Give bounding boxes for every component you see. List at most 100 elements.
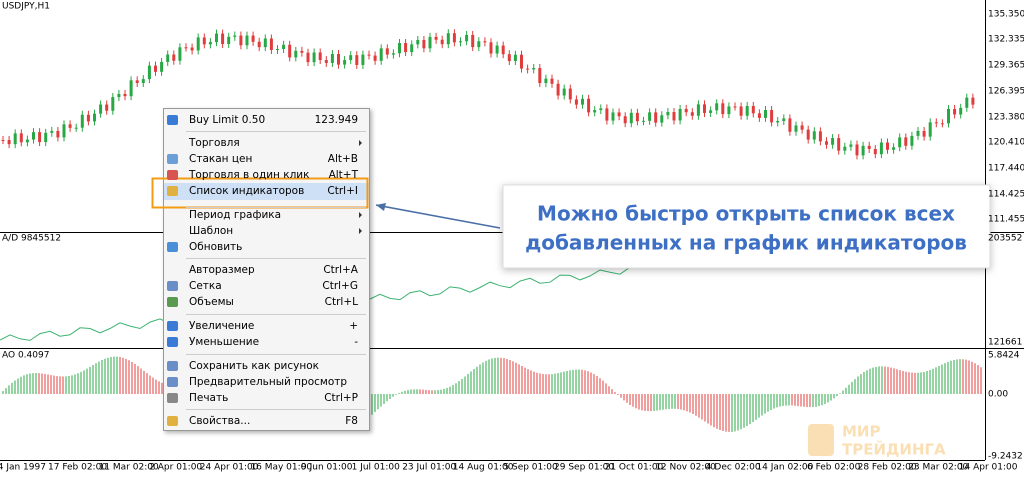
time-label: 24 Apr 01:00 [200, 463, 259, 473]
candle-body [300, 50, 304, 53]
candle-body [587, 98, 591, 113]
price-label: 121661 [988, 338, 1022, 348]
candle-body [312, 52, 316, 63]
candle-body [605, 108, 609, 121]
menu-item[interactable]: Печать Ctrl+P [167, 392, 358, 404]
menu-item[interactable]: Увеличение + [167, 320, 358, 332]
candle-body [892, 147, 896, 150]
callout-arrow [375, 204, 501, 229]
time-label: 14 Apr 01:00 [959, 463, 1018, 473]
candle-body [19, 133, 23, 143]
candle-body [574, 99, 578, 105]
menu-item[interactable]: Торговля [188, 137, 362, 149]
time-label: 12 Nov 02:00 [655, 463, 716, 473]
candle-body [581, 98, 584, 105]
menu-item[interactable]: Период графика [189, 209, 362, 221]
candle-body [385, 48, 389, 55]
candle-body [288, 44, 292, 58]
candle-body [642, 120, 645, 122]
candle-body [367, 54, 371, 56]
candle-body [501, 45, 505, 55]
candle-body [129, 80, 133, 97]
menu-icon [167, 393, 178, 403]
candle-body [971, 97, 975, 105]
candle-body [825, 141, 828, 145]
candle-body [544, 78, 548, 84]
candle-body [812, 131, 816, 140]
candle-body [770, 110, 774, 123]
candle-body [556, 83, 560, 96]
price-label: 5.8424 [988, 351, 1020, 361]
menu-item[interactable]: Свойства... F8 [167, 415, 358, 427]
candle-body [62, 124, 66, 138]
candle-body [123, 93, 127, 97]
menu-item[interactable]: Шаблон [189, 225, 362, 237]
menu-item[interactable]: Сетка Ctrl+G [167, 280, 358, 292]
candle-body [190, 47, 194, 51]
time-label: 17 Feb 02:00 [48, 463, 107, 473]
candle-body [349, 55, 353, 61]
candle-body [343, 60, 347, 65]
price-label: 123.380 [988, 113, 1024, 123]
candle-body [434, 36, 438, 40]
menu-item[interactable]: Обновить [167, 241, 242, 253]
candle-body [324, 60, 328, 63]
candle-body [550, 78, 554, 84]
candle-body [940, 123, 944, 125]
time-label: 1 Jul 01:00 [352, 463, 401, 473]
menu-shortcut: Ctrl+P [324, 392, 358, 404]
candle-body [727, 106, 731, 115]
menu-item[interactable]: Уменьшение - [167, 336, 358, 348]
candle-body [56, 130, 60, 138]
candle-body [495, 45, 499, 54]
candle-body [526, 68, 530, 70]
callout-box [502, 184, 991, 269]
candle-body [452, 33, 456, 43]
candle-body [721, 103, 725, 115]
menu-item[interactable]: Buy Limit 0.50 123.949 [167, 114, 358, 126]
menu-shortcut: Alt+T [329, 169, 359, 181]
menu-item[interactable]: Сохранить как рисунок [167, 360, 319, 372]
time-label: 5 Sep 01:00 [503, 463, 558, 473]
price-label: 129.365 [988, 61, 1024, 71]
menu-icon [167, 337, 178, 347]
candle-body [446, 33, 450, 45]
candle-body [678, 108, 682, 121]
arrow-head [376, 203, 386, 211]
menu-label: Период графика [189, 209, 281, 221]
candle-body [404, 43, 408, 53]
menu-item[interactable]: Торговля в один клик Alt+T [167, 169, 359, 181]
candle-body [898, 137, 902, 148]
candle-body [745, 105, 749, 116]
candle-body [831, 138, 835, 145]
menu-item[interactable]: Объемы Ctrl+L [167, 296, 358, 308]
candle-body [245, 35, 249, 46]
candle-body [867, 145, 871, 149]
candle-body [764, 110, 767, 118]
menu-item[interactable]: Авторазмер Ctrl+A [189, 264, 359, 276]
candle-body [440, 39, 444, 45]
candle-body [68, 124, 72, 128]
price-label: 117.440 [988, 164, 1024, 174]
candle-body [599, 108, 603, 111]
candle-body [928, 122, 932, 137]
candle-body [910, 135, 914, 146]
candle-body [32, 132, 35, 140]
candle-body [38, 132, 42, 143]
context-menu: Buy Limit 0.50 123.949 Торговля Стакан цен A… [151, 108, 370, 431]
menu-item[interactable]: Стакан цен Alt+B [167, 153, 358, 165]
candle-body [44, 132, 48, 143]
menu-item[interactable]: Список индикаторов Ctrl+I [167, 185, 358, 197]
candle-body [623, 116, 627, 124]
candle-body [788, 118, 792, 132]
candle-body [398, 43, 401, 54]
candle-body [294, 50, 298, 58]
time-label: 9 Jun 01:00 [301, 463, 353, 473]
candle-body [80, 114, 84, 128]
price-label: 135.350 [988, 10, 1024, 20]
ao-label: AO 0.4097 [2, 351, 49, 361]
menu-icon [167, 297, 178, 307]
candle-body [282, 44, 286, 50]
menu-item[interactable]: Предварительный просмотр [167, 376, 347, 388]
candle-body [141, 79, 145, 83]
